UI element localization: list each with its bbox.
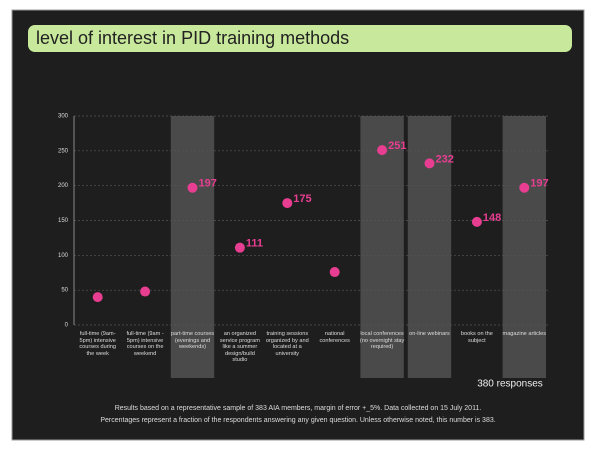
y-tick-label: 150 bbox=[58, 218, 69, 224]
footnote: Results based on a representative sample… bbox=[115, 405, 482, 412]
dot bbox=[329, 267, 340, 278]
dot bbox=[140, 286, 151, 297]
dot bbox=[519, 182, 530, 193]
value-label: 148 bbox=[483, 212, 501, 224]
y-tick-label: 300 bbox=[58, 114, 69, 120]
footnote: Percentages represent a fraction of the … bbox=[100, 417, 495, 424]
value-label: 251 bbox=[388, 140, 406, 152]
y-tick-label: 200 bbox=[58, 183, 69, 189]
value-label: 111 bbox=[246, 238, 263, 250]
value-label: 232 bbox=[436, 153, 454, 165]
dot bbox=[424, 158, 435, 169]
y-tick-label: 250 bbox=[58, 148, 69, 154]
x-tick-label: full-time (9am - 5pm) intensive courses … bbox=[126, 331, 164, 357]
y-tick-label: 50 bbox=[61, 288, 68, 294]
dot bbox=[187, 182, 198, 193]
dot bbox=[377, 145, 388, 156]
x-tick-label: full-time (9am- 5pm) intensive courses d… bbox=[79, 331, 117, 357]
x-tick-label: training sessions organized by and locat… bbox=[265, 331, 309, 357]
x-tick-label: on-line webinars bbox=[409, 331, 450, 337]
x-tick-label: an organized service program like a summ… bbox=[219, 331, 260, 364]
value-label: 197 bbox=[199, 178, 217, 190]
title-bar bbox=[28, 25, 572, 52]
x-tick-label: local conferences (no overnight stay req… bbox=[359, 331, 405, 351]
y-tick-label: 0 bbox=[65, 323, 69, 329]
x-tick-label: part-time courses (evenings and weekends… bbox=[170, 331, 215, 351]
y-tick-label: 100 bbox=[58, 253, 69, 259]
dot bbox=[282, 198, 293, 209]
highlight-band bbox=[170, 116, 215, 378]
highlight-band bbox=[502, 116, 546, 378]
dot bbox=[471, 216, 482, 227]
dot bbox=[92, 292, 103, 303]
annotation: 380 responses bbox=[477, 379, 543, 390]
slide-background bbox=[11, 9, 585, 441]
value-label: 197 bbox=[530, 178, 548, 190]
highlight-band bbox=[360, 116, 404, 378]
x-tick-label: books on the subject bbox=[460, 331, 493, 344]
chart-title: level of interest in PID training method… bbox=[36, 28, 349, 48]
x-tick-label: national conferences bbox=[319, 331, 350, 344]
dot bbox=[234, 242, 245, 253]
value-label: 175 bbox=[293, 193, 311, 205]
x-tick-label: magazine articles bbox=[502, 331, 547, 337]
